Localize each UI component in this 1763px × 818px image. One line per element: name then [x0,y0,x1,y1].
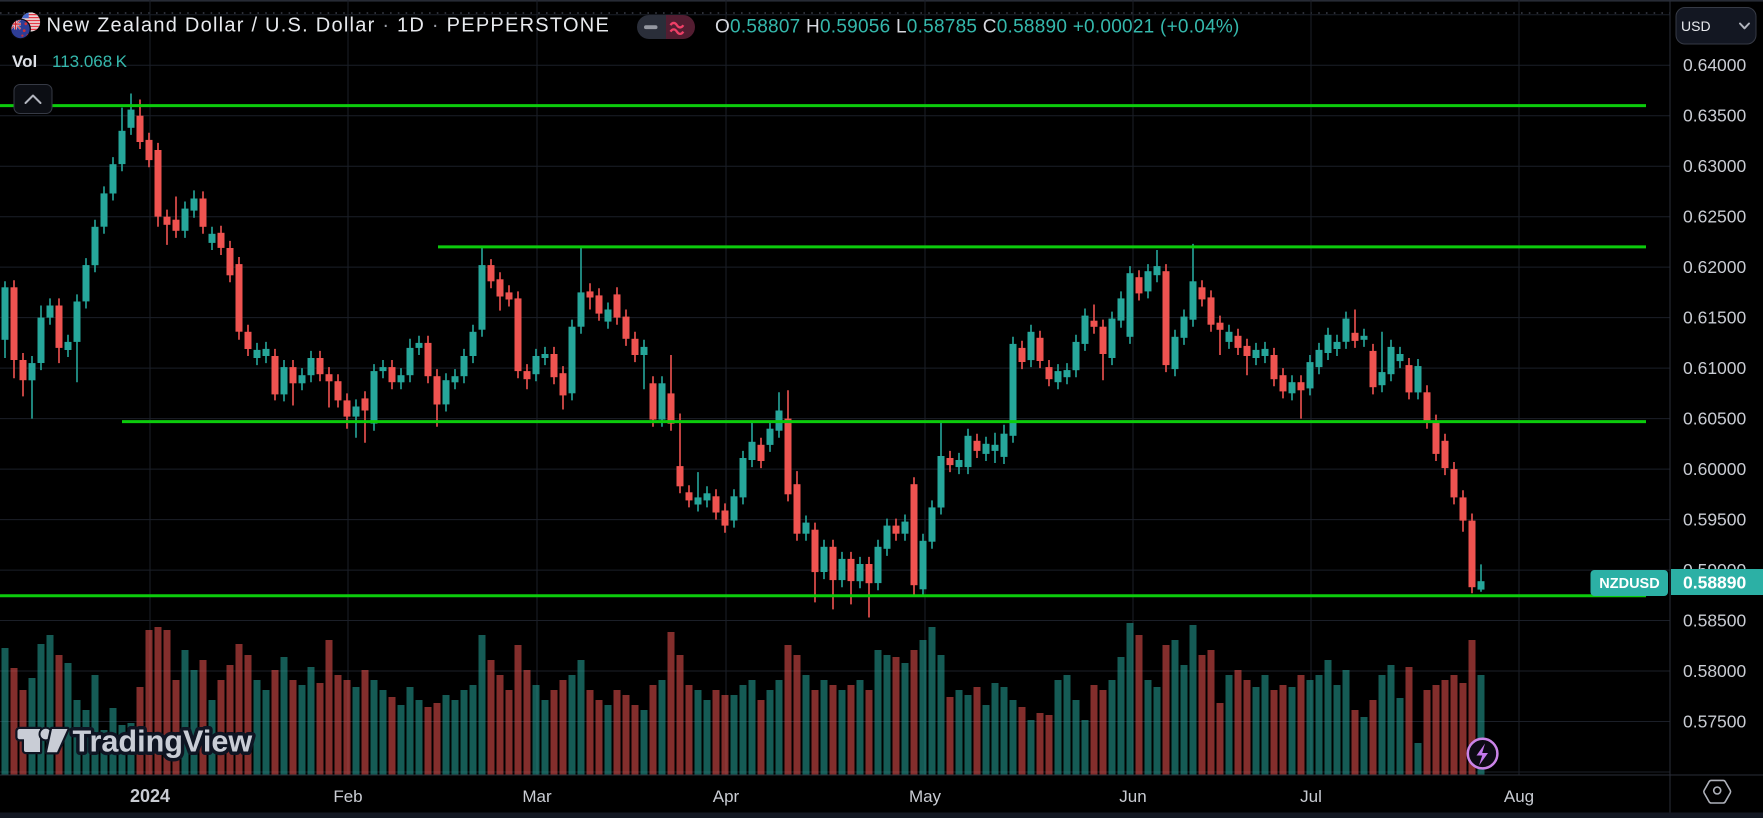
svg-text:TradingView: TradingView [73,725,253,759]
svg-text:0.64000: 0.64000 [1683,55,1747,75]
svg-text:0.58000: 0.58000 [1683,661,1747,681]
svg-text:O0.58807 H0.59056 L0.58785 C0.: O0.58807 H0.59056 L0.58785 C0.58890 +0.0… [715,17,1240,38]
svg-text:Jun: Jun [1119,787,1146,806]
svg-text:May: May [909,787,942,806]
svg-text:0.63500: 0.63500 [1683,106,1747,126]
svg-text:0.60500: 0.60500 [1683,409,1747,429]
svg-text:Jul: Jul [1300,787,1322,806]
svg-text:NZDUSD: NZDUSD [1599,576,1659,592]
svg-text:0.58890: 0.58890 [1683,573,1747,593]
svg-text:0.62500: 0.62500 [1683,207,1747,227]
svg-text:0.58500: 0.58500 [1683,611,1747,631]
svg-text:0.60000: 0.60000 [1683,459,1747,479]
svg-text:0.61500: 0.61500 [1683,308,1747,328]
svg-text:113.068 K: 113.068 K [52,52,128,71]
svg-text:Vol: Vol [12,52,37,71]
svg-text:Aug: Aug [1504,787,1534,806]
svg-text:0.63000: 0.63000 [1683,156,1747,176]
svg-text:Mar: Mar [522,787,552,806]
svg-text:0.57500: 0.57500 [1683,712,1747,732]
svg-text:Apr: Apr [713,787,740,806]
svg-text:0.61000: 0.61000 [1683,358,1747,378]
svg-text:0.59500: 0.59500 [1683,510,1747,530]
svg-text:2024: 2024 [130,786,170,806]
svg-text:USD: USD [1681,18,1711,34]
svg-text:New Zealand Dollar / U.S. Doll: New Zealand Dollar / U.S. Dollar · 1D · … [47,15,611,37]
svg-text:Feb: Feb [333,787,362,806]
svg-text:0.62000: 0.62000 [1683,257,1747,277]
